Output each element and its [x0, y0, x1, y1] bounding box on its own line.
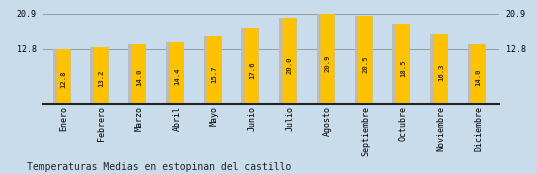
- Bar: [204, 36, 218, 104]
- Text: 14.4: 14.4: [174, 68, 180, 85]
- Text: 13.2: 13.2: [98, 70, 104, 87]
- Text: 20.9: 20.9: [325, 55, 331, 72]
- Bar: [245, 28, 259, 104]
- Bar: [471, 44, 486, 104]
- Bar: [132, 44, 146, 104]
- Text: Temperaturas Medias en estopinan del castillo: Temperaturas Medias en estopinan del cas…: [27, 162, 291, 172]
- Bar: [283, 18, 297, 104]
- Bar: [317, 14, 331, 104]
- Text: 20.0: 20.0: [287, 57, 293, 74]
- Bar: [468, 44, 482, 104]
- Bar: [95, 47, 108, 104]
- Bar: [279, 18, 293, 104]
- Bar: [242, 28, 256, 104]
- Bar: [91, 47, 105, 104]
- Bar: [430, 34, 444, 104]
- Bar: [434, 34, 448, 104]
- Bar: [166, 42, 180, 104]
- Bar: [53, 49, 67, 104]
- Bar: [354, 16, 369, 104]
- Text: 14.0: 14.0: [136, 68, 142, 86]
- Bar: [321, 14, 335, 104]
- Text: 20.5: 20.5: [362, 56, 368, 73]
- Text: 12.8: 12.8: [61, 71, 67, 88]
- Bar: [207, 36, 222, 104]
- Text: 15.7: 15.7: [212, 65, 217, 82]
- Text: 16.3: 16.3: [438, 64, 444, 81]
- Bar: [170, 42, 184, 104]
- Bar: [358, 16, 373, 104]
- Bar: [56, 49, 71, 104]
- Text: 17.6: 17.6: [249, 61, 255, 79]
- Bar: [128, 44, 142, 104]
- Text: 14.0: 14.0: [476, 68, 482, 86]
- Bar: [392, 24, 407, 104]
- Bar: [396, 24, 410, 104]
- Text: 18.5: 18.5: [400, 60, 406, 77]
